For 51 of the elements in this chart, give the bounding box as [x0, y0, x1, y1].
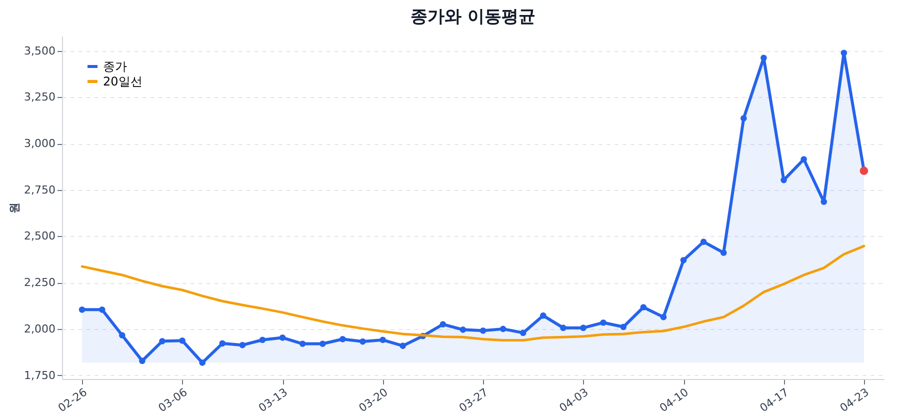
- point: [460, 326, 466, 333]
- point: [179, 337, 186, 344]
- point: [580, 324, 586, 331]
- y-tick-label: 2,500: [24, 230, 56, 243]
- y-tick-label: 3,250: [24, 90, 56, 104]
- point: [139, 358, 146, 364]
- point: [700, 238, 707, 245]
- point: [600, 319, 606, 326]
- point: [239, 342, 246, 348]
- y-tick-label: 2,750: [24, 183, 56, 196]
- point: [299, 340, 306, 347]
- legend-label: 종가: [103, 60, 127, 74]
- point: [259, 336, 266, 344]
- point: [620, 324, 627, 330]
- chart-title: 종가와 이동평균: [410, 7, 536, 27]
- y-axis-title: 원: [8, 202, 22, 214]
- point: [440, 321, 446, 328]
- point: [540, 312, 546, 319]
- point: [520, 330, 526, 336]
- point: [340, 336, 346, 342]
- y-tick-label: 2,000: [24, 322, 56, 336]
- line-series: [80, 244, 866, 342]
- point: [720, 250, 727, 256]
- y-tick-label: 3,500: [24, 44, 56, 58]
- y-tick-label: 1,750: [24, 368, 56, 382]
- point: [159, 338, 166, 344]
- point: [78, 306, 86, 313]
- point: [640, 304, 647, 310]
- point: [500, 326, 506, 332]
- point: [480, 327, 486, 334]
- y-tick-label: 2,250: [24, 276, 56, 290]
- point: [360, 338, 366, 345]
- point: [98, 306, 106, 313]
- point: [760, 54, 767, 62]
- point: [118, 332, 126, 338]
- point: [560, 324, 566, 331]
- point: [279, 334, 286, 341]
- y-tick-label: 3,000: [24, 137, 56, 150]
- point: [820, 198, 828, 205]
- point: [740, 115, 747, 122]
- point: [780, 176, 787, 184]
- point: [199, 360, 206, 366]
- point: [380, 336, 386, 344]
- point: [319, 340, 326, 347]
- point: [660, 314, 667, 320]
- point: [400, 342, 406, 349]
- legend-label: 20일선: [103, 74, 142, 88]
- point: [800, 156, 807, 162]
- point: [680, 257, 687, 264]
- point: [840, 50, 848, 56]
- point: [219, 340, 226, 347]
